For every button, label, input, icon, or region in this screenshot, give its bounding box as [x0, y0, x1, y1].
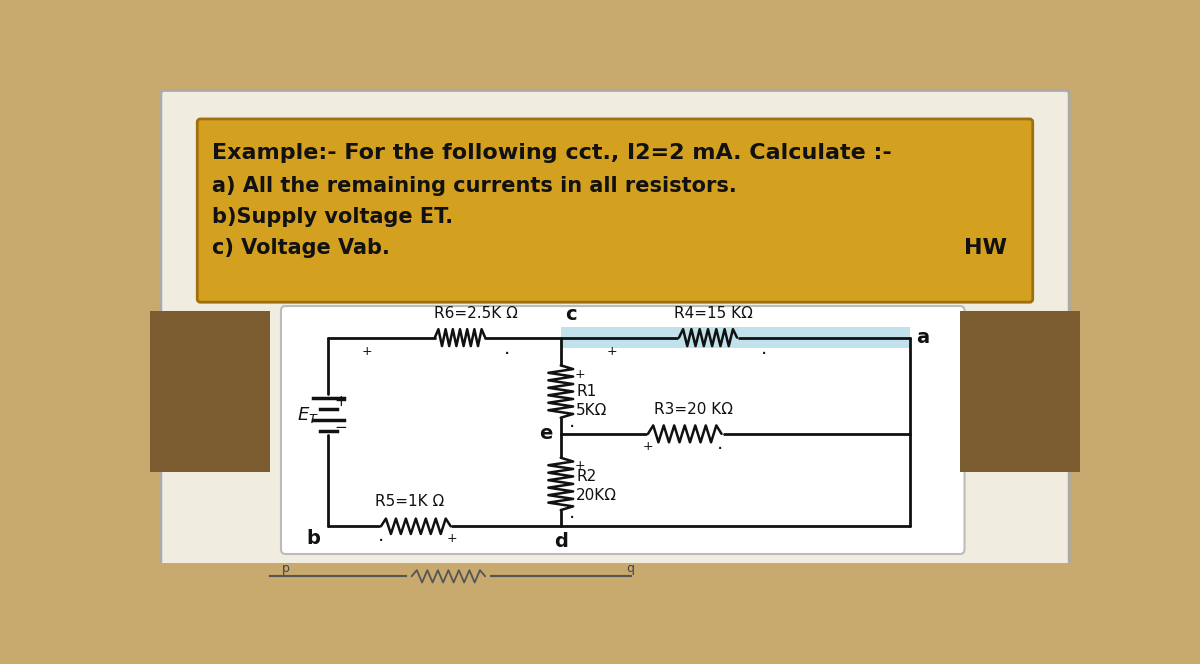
- Text: +: +: [575, 459, 586, 471]
- Text: ·: ·: [503, 345, 510, 365]
- Text: c) Voltage Vab.: c) Voltage Vab.: [212, 238, 390, 258]
- Text: ·: ·: [718, 440, 724, 459]
- Text: R6=2.5K Ω: R6=2.5K Ω: [433, 305, 517, 321]
- Bar: [960, 311, 1080, 472]
- Text: d: d: [554, 533, 568, 551]
- Text: a: a: [916, 328, 929, 347]
- Text: ·: ·: [569, 418, 575, 438]
- Text: +: +: [642, 440, 653, 453]
- Bar: [150, 311, 270, 472]
- Text: b)Supply voltage ET.: b)Supply voltage ET.: [212, 207, 454, 226]
- Text: R3=20 KΩ: R3=20 KΩ: [654, 402, 733, 417]
- Text: +: +: [361, 345, 372, 359]
- Text: R2: R2: [576, 469, 596, 484]
- Text: p: p: [282, 562, 289, 575]
- Text: a) All the remaining currents in all resistors.: a) All the remaining currents in all res…: [212, 176, 737, 196]
- Text: ·: ·: [761, 345, 767, 365]
- Text: 5KΩ: 5KΩ: [576, 403, 607, 418]
- Text: 20KΩ: 20KΩ: [576, 488, 617, 503]
- FancyBboxPatch shape: [197, 119, 1033, 302]
- Text: b: b: [307, 529, 320, 548]
- Text: +: +: [446, 533, 457, 545]
- Text: +: +: [575, 368, 586, 380]
- Text: ·: ·: [569, 509, 575, 529]
- FancyBboxPatch shape: [161, 90, 1069, 574]
- Text: c: c: [565, 305, 576, 324]
- Polygon shape: [560, 327, 910, 349]
- Text: −: −: [335, 420, 347, 436]
- FancyBboxPatch shape: [281, 306, 965, 554]
- Text: Example:- For the following cct., I2=2 mA. Calculate :-: Example:- For the following cct., I2=2 m…: [212, 143, 892, 163]
- Text: $E_T$: $E_T$: [298, 404, 319, 425]
- Text: e: e: [540, 424, 553, 444]
- Text: ·: ·: [378, 533, 384, 551]
- Text: q: q: [626, 562, 635, 575]
- Text: HW: HW: [964, 238, 1007, 258]
- Text: +: +: [335, 394, 347, 409]
- Text: R1: R1: [576, 384, 596, 399]
- Text: +: +: [606, 345, 617, 359]
- Bar: [150, 563, 1080, 591]
- Text: R4=15 KΩ: R4=15 KΩ: [674, 305, 752, 321]
- Text: R5=1K Ω: R5=1K Ω: [374, 494, 444, 509]
